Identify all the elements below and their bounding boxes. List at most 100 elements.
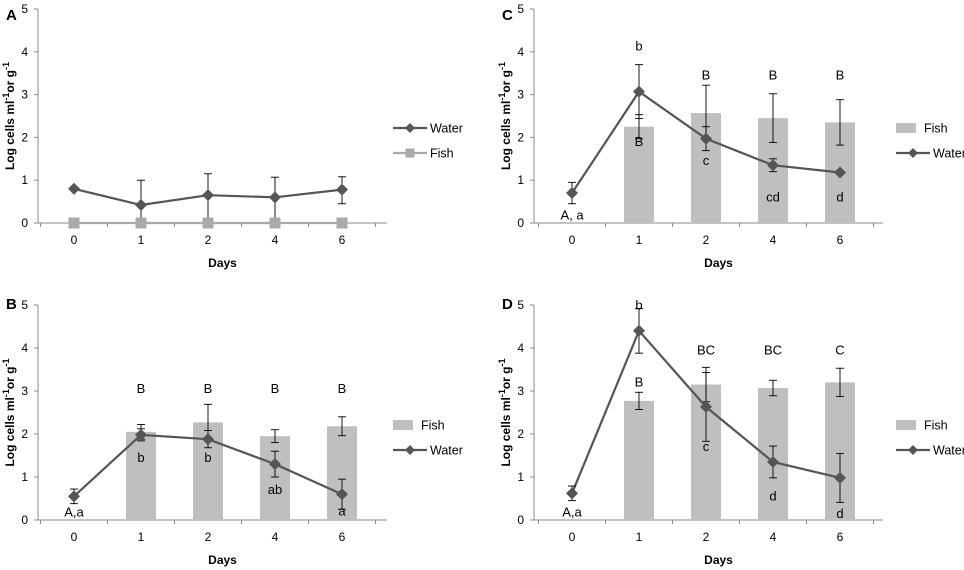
significance-label: d: [836, 190, 843, 205]
significance-label: BC: [764, 342, 782, 357]
fish-bar: [624, 126, 654, 223]
y-tick-label: 2: [517, 427, 524, 441]
panel-label: B: [6, 296, 17, 313]
y-axis-title-main: Log cells ml: [499, 101, 513, 170]
legend-swatch-fish: [896, 123, 916, 133]
significance-label: A, a: [560, 208, 584, 223]
water-point: [135, 199, 147, 212]
y-axis-title-sup: -1: [497, 93, 507, 101]
legend-label-fish: Fish: [924, 419, 948, 433]
x-tick-label: 6: [837, 233, 844, 247]
significance-label: a: [338, 504, 346, 519]
x-tick-label: 1: [636, 233, 643, 247]
significance-label: BC: [697, 342, 715, 357]
x-tick-label: 2: [703, 530, 710, 544]
significance-label: d: [836, 506, 843, 521]
fish-bar: [126, 431, 156, 520]
fish-point: [269, 217, 281, 229]
y-tick-label: 1: [21, 470, 28, 484]
y-tick-label: 5: [21, 298, 28, 312]
significance-label: c: [703, 439, 710, 454]
significance-label: B: [702, 68, 711, 83]
water-point: [834, 471, 846, 484]
y-axis-title-sup: -1: [497, 358, 507, 366]
x-tick-label: 2: [205, 233, 212, 247]
significance-label: A,a: [562, 505, 582, 520]
x-tick-label: 2: [205, 530, 212, 544]
water-point: [269, 458, 281, 471]
legend-label-water: Water: [933, 444, 964, 458]
y-axis-title-sup: -1: [1, 358, 11, 366]
water-point: [633, 324, 645, 337]
water-point: [336, 488, 348, 501]
y-tick-label: 0: [21, 216, 28, 230]
y-axis-title-main: Log cells ml: [3, 101, 17, 170]
legend-marker-fish: [405, 148, 415, 158]
x-tick-label: 4: [272, 233, 279, 247]
significance-label: A,a: [64, 505, 84, 520]
y-axis-title-sup: -1: [1, 93, 11, 101]
water-point: [68, 490, 80, 503]
significance-label: B: [769, 68, 778, 83]
fish-point: [135, 217, 147, 229]
legend-swatch-fish: [896, 420, 916, 430]
y-axis-title: Log cells ml-1or g-1: [497, 62, 513, 170]
significance-label: C: [835, 342, 844, 357]
x-tick-label: 4: [770, 530, 777, 544]
water-point: [700, 132, 712, 145]
water-point: [269, 191, 281, 204]
water-point: [834, 166, 846, 179]
y-tick-label: 3: [517, 88, 524, 102]
significance-label: b: [635, 297, 642, 312]
water-point: [566, 487, 578, 500]
legend-marker-water: [405, 445, 415, 455]
y-tick-label: 4: [517, 341, 524, 355]
significance-label: c: [703, 153, 710, 168]
significance-label: B: [271, 381, 280, 396]
y-tick-label: 0: [21, 513, 28, 527]
x-axis-title: Days: [208, 553, 237, 567]
y-axis-title-mid: or g: [499, 70, 513, 93]
y-tick-label: 5: [517, 2, 524, 16]
legend-label-fish: Fish: [430, 147, 454, 161]
y-axis-title-main: Log cells ml: [3, 397, 17, 466]
y-axis-title: Log cells ml-1or g-1: [1, 62, 17, 170]
y-axis-title-mid: or g: [3, 366, 17, 389]
water-point: [202, 433, 214, 446]
y-tick-label: 2: [517, 130, 524, 144]
x-tick-label: 2: [703, 233, 710, 247]
y-axis-title-mid: or g: [3, 70, 17, 93]
x-axis-title: Days: [208, 256, 237, 270]
legend-label-water: Water: [430, 122, 463, 136]
significance-label: B: [635, 375, 644, 390]
x-axis-title: Days: [704, 256, 733, 270]
y-tick-label: 1: [21, 173, 28, 187]
fish-point: [202, 217, 214, 229]
legend-label-water: Water: [430, 444, 463, 458]
significance-label: ab: [268, 482, 282, 497]
water-point: [700, 400, 712, 413]
fish-point: [336, 217, 348, 229]
significance-label: B: [836, 68, 845, 83]
significance-label: b: [635, 39, 642, 54]
y-tick-label: 1: [517, 173, 524, 187]
legend-label-fish: Fish: [924, 122, 948, 136]
y-tick-label: 5: [21, 2, 28, 16]
y-tick-label: 3: [517, 384, 524, 398]
panel-label: C: [502, 7, 513, 24]
y-tick-label: 4: [517, 45, 524, 59]
y-axis-title-sup: -1: [497, 62, 507, 70]
y-tick-label: 0: [517, 216, 524, 230]
water-point: [767, 455, 779, 468]
y-tick-label: 1: [517, 470, 524, 484]
water-point: [566, 187, 578, 200]
x-tick-label: 1: [138, 233, 145, 247]
y-tick-label: 2: [21, 130, 28, 144]
water-point: [336, 183, 348, 196]
y-tick-label: 3: [21, 384, 28, 398]
